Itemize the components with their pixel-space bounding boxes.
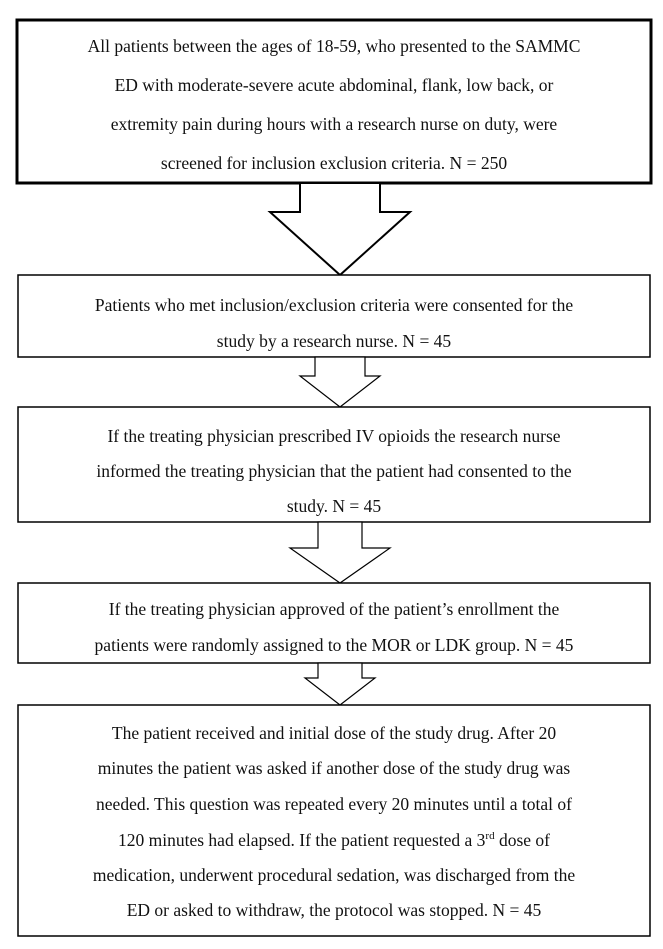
node-text: needed. This question was repeated every… [96, 794, 572, 814]
node-text: ED or asked to withdraw, the protocol wa… [127, 900, 542, 920]
arrow [288, 521, 392, 584]
superscript: rd [485, 830, 495, 842]
box [17, 582, 651, 664]
node-text: study by a research nurse. N = 45 [217, 331, 452, 351]
box [17, 406, 651, 523]
node-text: Patients who met inclusion/exclusion cri… [95, 295, 573, 315]
node-text: screened for inclusion exclusion criteri… [161, 153, 507, 173]
box [17, 274, 651, 358]
node-text: 120 minutes had elapsed. If the patient … [118, 830, 550, 850]
node-text: ED with moderate-severe acute abdominal,… [115, 75, 554, 95]
node-text: minutes the patient was asked if another… [98, 758, 571, 778]
node-text: If the treating physician prescribed IV … [107, 426, 560, 446]
node-text: extremity pain during hours with a resea… [111, 114, 558, 134]
node-text: The patient received and initial dose of… [112, 723, 556, 743]
box [17, 704, 651, 937]
node-text: study. N = 45 [287, 496, 382, 516]
text-part: 120 minutes had elapsed. If the patient … [118, 830, 486, 850]
node-text: patients were randomly assigned to the M… [95, 635, 574, 655]
node-text: If the treating physician approved of th… [109, 599, 560, 619]
box [15, 18, 653, 185]
node-text: All patients between the ages of 18-59, … [88, 36, 581, 56]
arrow [303, 662, 377, 706]
arrow [267, 182, 413, 277]
node-text: informed the treating physician that the… [96, 461, 572, 481]
arrow [298, 356, 382, 408]
text-part: dose of [495, 830, 551, 850]
node-text: medication, underwent procedural sedatio… [93, 865, 575, 885]
